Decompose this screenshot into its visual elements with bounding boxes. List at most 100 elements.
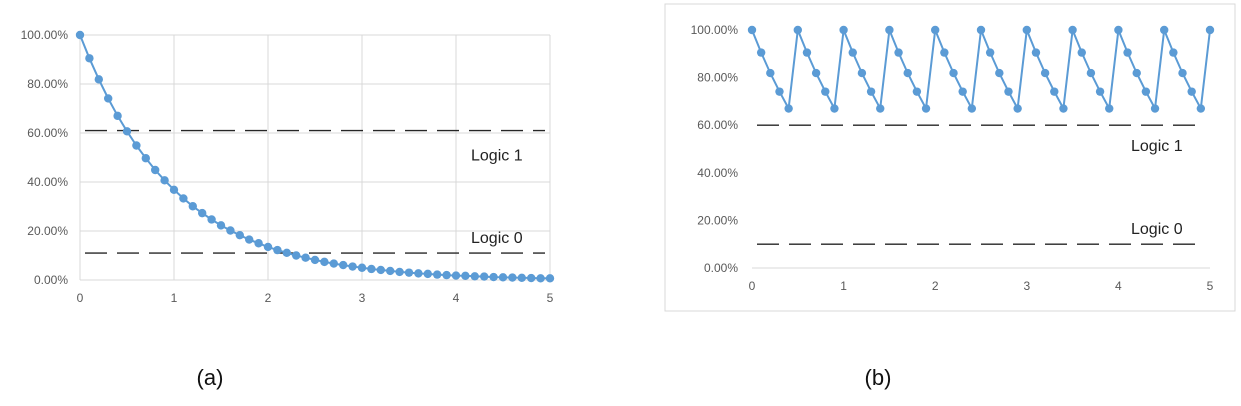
data-point: [747, 25, 757, 35]
data-point: [1150, 104, 1160, 113]
data-point: [967, 104, 977, 113]
y-tick-label: 0.00%: [34, 273, 68, 287]
data-point: [1141, 87, 1151, 96]
x-tick-label: 2: [265, 291, 272, 305]
data-point: [536, 274, 545, 283]
data-point: [894, 48, 903, 57]
data-point: [793, 25, 802, 35]
y-tick-label: 60.00%: [697, 118, 738, 132]
data-point: [282, 248, 291, 258]
x-tick-label: 3: [359, 291, 366, 305]
y-tick-label: 20.00%: [27, 224, 68, 238]
data-point: [1004, 87, 1013, 96]
data-point: [160, 176, 169, 185]
data-point: [414, 269, 423, 278]
x-tick-label: 3: [1023, 279, 1030, 293]
data-point: [480, 272, 489, 281]
data-point: [470, 272, 479, 281]
data-point: [802, 48, 812, 57]
y-tick-label: 100.00%: [691, 23, 739, 37]
data-point: [94, 75, 104, 84]
threshold-label: Logic 1: [1131, 138, 1183, 155]
data-point: [1205, 25, 1215, 35]
data-point: [263, 242, 273, 252]
data-point: [216, 221, 226, 230]
data-point: [489, 272, 498, 282]
data-point: [958, 87, 967, 96]
data-point: [395, 267, 404, 277]
data-point: [386, 266, 395, 276]
data-point: [876, 104, 885, 113]
data-point: [508, 273, 517, 282]
data-point: [775, 87, 784, 96]
data-point: [1050, 87, 1059, 96]
data-point: [404, 268, 414, 277]
data-point: [461, 271, 470, 281]
data-point: [839, 25, 848, 35]
data-point: [1068, 25, 1077, 35]
data-point: [866, 87, 876, 96]
y-tick-label: 40.00%: [27, 175, 68, 189]
data-point: [1095, 87, 1105, 96]
data-point: [292, 251, 301, 260]
data-point: [931, 25, 940, 35]
data-point: [141, 154, 150, 163]
y-tick-label: 0.00%: [704, 261, 738, 275]
chart-caption: (b): [865, 365, 892, 390]
data-point: [339, 260, 348, 270]
data-point: [357, 263, 367, 272]
x-tick-label: 4: [1115, 279, 1122, 293]
data-point: [348, 262, 357, 271]
data-point: [756, 48, 766, 57]
data-point: [1196, 104, 1206, 113]
chart-a: 0.00% 20.00% 40.00% 60.00% 80.00% 100.00% 0 1 2 3…: [21, 28, 555, 390]
data-point: [113, 111, 122, 121]
data-point: [451, 271, 461, 280]
data-point: [985, 48, 995, 57]
data-point: [1031, 48, 1041, 57]
x-tick-label: 5: [547, 291, 554, 305]
data-point: [1086, 68, 1096, 78]
data-point: [527, 273, 536, 283]
data-point: [830, 104, 839, 113]
data-point: [940, 48, 949, 57]
data-point: [179, 194, 188, 203]
x-tick-label: 1: [171, 291, 178, 305]
x-tick-label: 4: [453, 291, 460, 305]
threshold-label: Logic 0: [471, 230, 523, 247]
data-point: [1114, 25, 1123, 35]
data-point: [1187, 87, 1196, 96]
data-point: [1077, 48, 1086, 57]
data-point: [885, 25, 894, 35]
y-tick-label: 80.00%: [27, 77, 68, 91]
chart-caption: (a): [197, 365, 224, 390]
data-point: [169, 185, 179, 195]
data-point: [132, 141, 141, 150]
data-point: [1132, 68, 1141, 78]
data-point: [995, 68, 1004, 78]
data-point: [104, 94, 113, 103]
data-point: [498, 273, 508, 282]
data-point: [122, 127, 132, 136]
y-tick-label: 100.00%: [21, 28, 69, 42]
data-point: [254, 239, 263, 248]
data-point: [857, 68, 867, 78]
data-point: [1059, 104, 1068, 113]
data-point: [1040, 68, 1050, 78]
data-point: [949, 68, 958, 78]
data-point: [75, 30, 85, 40]
data-point: [320, 257, 329, 267]
x-tick-label: 0: [749, 279, 756, 293]
data-point: [921, 104, 931, 113]
data-point: [784, 104, 793, 113]
chart-b: 0.00% 20.00% 40.00% 60.00% 80.00% 100.00% 0 1 2 3…: [664, 3, 1236, 390]
data-point: [245, 235, 254, 244]
data-point: [811, 68, 821, 78]
data-point: [821, 87, 830, 96]
data-point: [376, 265, 385, 275]
y-tick-label: 20.00%: [697, 213, 738, 227]
series-line: [751, 29, 1211, 112]
data-point: [1013, 104, 1022, 113]
data-point: [151, 165, 160, 175]
